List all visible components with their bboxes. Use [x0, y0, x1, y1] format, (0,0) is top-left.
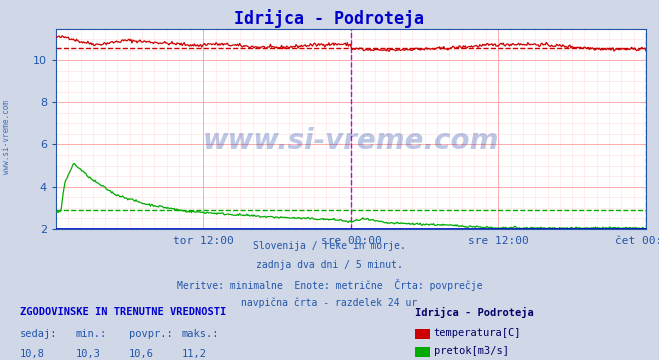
- Text: Idrijca - Podroteja: Idrijca - Podroteja: [235, 9, 424, 28]
- Text: tor 12:00: tor 12:00: [173, 236, 234, 246]
- Text: navpična črta - razdelek 24 ur: navpična črta - razdelek 24 ur: [241, 297, 418, 308]
- Text: sedaj:: sedaj:: [20, 329, 57, 339]
- Text: temperatura[C]: temperatura[C]: [434, 328, 521, 338]
- Text: 10,8: 10,8: [20, 349, 45, 359]
- Text: ZGODOVINSKE IN TRENUTNE VREDNOSTI: ZGODOVINSKE IN TRENUTNE VREDNOSTI: [20, 307, 226, 317]
- Text: maks.:: maks.:: [181, 329, 219, 339]
- Text: 10,3: 10,3: [76, 349, 101, 359]
- Text: pretok[m3/s]: pretok[m3/s]: [434, 346, 509, 356]
- Text: www.si-vreme.com: www.si-vreme.com: [2, 100, 11, 174]
- Text: www.si-vreme.com: www.si-vreme.com: [203, 127, 499, 155]
- Text: min.:: min.:: [76, 329, 107, 339]
- Text: sre 12:00: sre 12:00: [468, 236, 529, 246]
- Text: čet 00:00: čet 00:00: [616, 236, 659, 246]
- Text: Meritve: minimalne  Enote: metrične  Črta: povprečje: Meritve: minimalne Enote: metrične Črta:…: [177, 279, 482, 291]
- Text: Slovenija / reke in morje.: Slovenija / reke in morje.: [253, 241, 406, 251]
- Text: sre 00:00: sre 00:00: [320, 236, 382, 246]
- Text: zadnja dva dni / 5 minut.: zadnja dva dni / 5 minut.: [256, 260, 403, 270]
- Text: 11,2: 11,2: [181, 349, 206, 359]
- Text: povpr.:: povpr.:: [129, 329, 172, 339]
- Text: Idrijca - Podroteja: Idrijca - Podroteja: [415, 307, 534, 318]
- Text: 10,6: 10,6: [129, 349, 154, 359]
